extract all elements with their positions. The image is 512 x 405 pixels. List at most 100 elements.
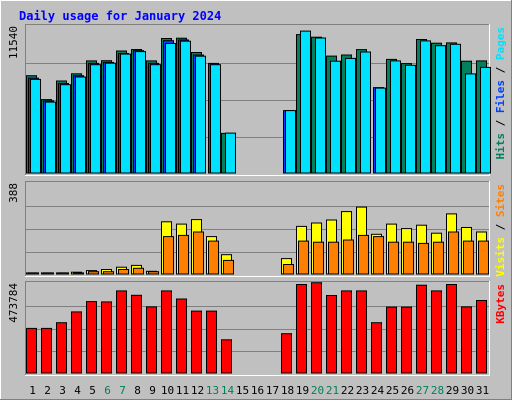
bar-pages-day-7: [120, 53, 131, 174]
bar-sites-day-13: [208, 240, 219, 275]
bar-kbytes-day-26: [401, 306, 412, 374]
x-tick-label-day-31: 31: [476, 384, 489, 397]
bar-kbytes-day-12: [191, 310, 202, 374]
bar-sites-day-31: [478, 240, 489, 275]
bar-sites-day-4: [73, 272, 84, 275]
x-tick-label-day-9: 9: [149, 384, 156, 397]
series-sites: [28, 231, 489, 275]
x-tick-label-day-18: 18: [281, 384, 294, 397]
panel-kbytes: 473784 KBytes: [7, 281, 507, 376]
x-tick-label-day-17: 17: [266, 384, 279, 397]
x-tick-label-day-26: 26: [401, 384, 414, 397]
bar-pages-day-13: [210, 64, 221, 174]
y-max-label-hits: 11540: [7, 26, 20, 59]
bar-pages-day-29: [450, 43, 461, 174]
legend-separator: /: [494, 113, 507, 133]
bar-kbytes-day-31: [476, 300, 487, 374]
bar-kbytes-day-23: [356, 290, 367, 374]
bar-pages-day-20: [315, 37, 326, 174]
bar-sites-day-18: [283, 264, 294, 275]
x-tick-label-day-22: 22: [341, 384, 354, 397]
x-tick-label-day-3: 3: [59, 384, 66, 397]
x-tick-label-day-4: 4: [74, 384, 81, 397]
bar-kbytes-day-21: [326, 295, 337, 374]
legend-item-files: Files: [494, 80, 507, 113]
bar-sites-day-26: [403, 241, 414, 275]
panel-visits: 388 Visits / Sites: [7, 181, 507, 277]
x-tick-label-day-21: 21: [326, 384, 339, 397]
x-tick-label-day-20: 20: [311, 384, 324, 397]
legend-item-kbytes: KBytes: [494, 284, 507, 324]
bar-kbytes-day-20: [311, 282, 322, 374]
bar-pages-day-24: [375, 87, 386, 174]
bar-sites-day-2: [43, 272, 54, 275]
x-tick-label-day-5: 5: [89, 384, 96, 397]
bar-sites-day-20: [313, 241, 324, 275]
bar-pages-day-21: [330, 60, 341, 174]
legend-item-sites: Sites: [494, 184, 507, 217]
x-tick-label-day-16: 16: [251, 384, 264, 397]
bar-kbytes-day-19: [296, 284, 307, 374]
bar-kbytes-day-29: [446, 284, 457, 374]
bar-kbytes-day-8: [131, 294, 142, 374]
legend-item-visits: Visits: [494, 237, 507, 277]
bar-sites-day-6: [103, 271, 114, 275]
bar-sites-day-29: [448, 231, 459, 275]
bar-kbytes-day-10: [161, 290, 172, 374]
bar-kbytes-day-11: [176, 298, 187, 374]
x-axis-day-labels: 1 2 3 4 5 6 7 8 9 10 11 12 13 14 15 16 17 18 19 20 21 22 23 24 2…: [29, 384, 489, 397]
bar-sites-day-30: [463, 240, 474, 275]
bar-kbytes-day-1: [26, 327, 37, 374]
legend-item-pages: Pages: [494, 27, 507, 60]
legend-visits: Visits / Sites: [494, 184, 507, 277]
x-tick-label-day-29: 29: [446, 384, 459, 397]
bar-kbytes-day-27: [416, 284, 427, 374]
bar-kbytes-day-28: [431, 290, 442, 374]
bar-kbytes-day-13: [206, 310, 217, 374]
bar-pages-day-2: [45, 101, 56, 174]
bar-pages-day-9: [150, 64, 161, 174]
x-tick-label-day-7: 7: [119, 384, 126, 397]
bar-kbytes-day-14: [221, 339, 232, 374]
bar-sites-day-3: [58, 272, 69, 275]
bar-pages-day-26: [405, 64, 416, 174]
bar-pages-day-27: [420, 40, 431, 174]
bar-pages-day-4: [75, 76, 86, 174]
bar-sites-day-7: [118, 269, 129, 275]
bar-pages-day-30: [465, 73, 476, 174]
chart-title: Daily usage for January 2024: [19, 9, 221, 23]
bar-pages-day-19: [300, 30, 311, 174]
bar-pages-day-10: [165, 43, 176, 174]
bar-kbytes-day-2: [41, 327, 52, 374]
bar-sites-day-24: [373, 236, 384, 275]
x-tick-label-day-14: 14: [221, 384, 235, 397]
bar-sites-day-10: [163, 236, 174, 275]
bar-pages-day-8: [135, 51, 146, 174]
bar-kbytes-day-30: [461, 306, 472, 374]
x-tick-label-day-2: 2: [44, 384, 51, 397]
bar-kbytes-day-9: [146, 306, 157, 374]
x-tick-label-day-8: 8: [134, 384, 141, 397]
bar-kbytes-day-18: [281, 333, 292, 374]
bar-kbytes-day-5: [86, 301, 97, 374]
x-tick-label-day-15: 15: [236, 384, 249, 397]
bar-sites-day-11: [178, 234, 189, 275]
series-kbytes: [26, 282, 487, 374]
bar-sites-day-14: [223, 259, 234, 275]
x-tick-label-day-10: 10: [161, 384, 174, 397]
bar-sites-day-21: [328, 241, 339, 275]
bar-pages-day-22: [345, 57, 356, 174]
bar-sites-day-27: [418, 242, 429, 275]
bar-sites-day-19: [298, 240, 309, 275]
bar-sites-day-12: [193, 231, 204, 275]
series-pages: [30, 30, 491, 174]
x-tick-label-day-19: 19: [296, 384, 309, 397]
x-tick-label-day-30: 30: [461, 384, 474, 397]
bar-pages-day-12: [195, 55, 206, 174]
bar-kbytes-day-6: [101, 301, 112, 374]
x-tick-label-day-11: 11: [176, 384, 189, 397]
bar-pages-day-23: [360, 51, 371, 174]
bar-sites-day-28: [433, 241, 444, 275]
